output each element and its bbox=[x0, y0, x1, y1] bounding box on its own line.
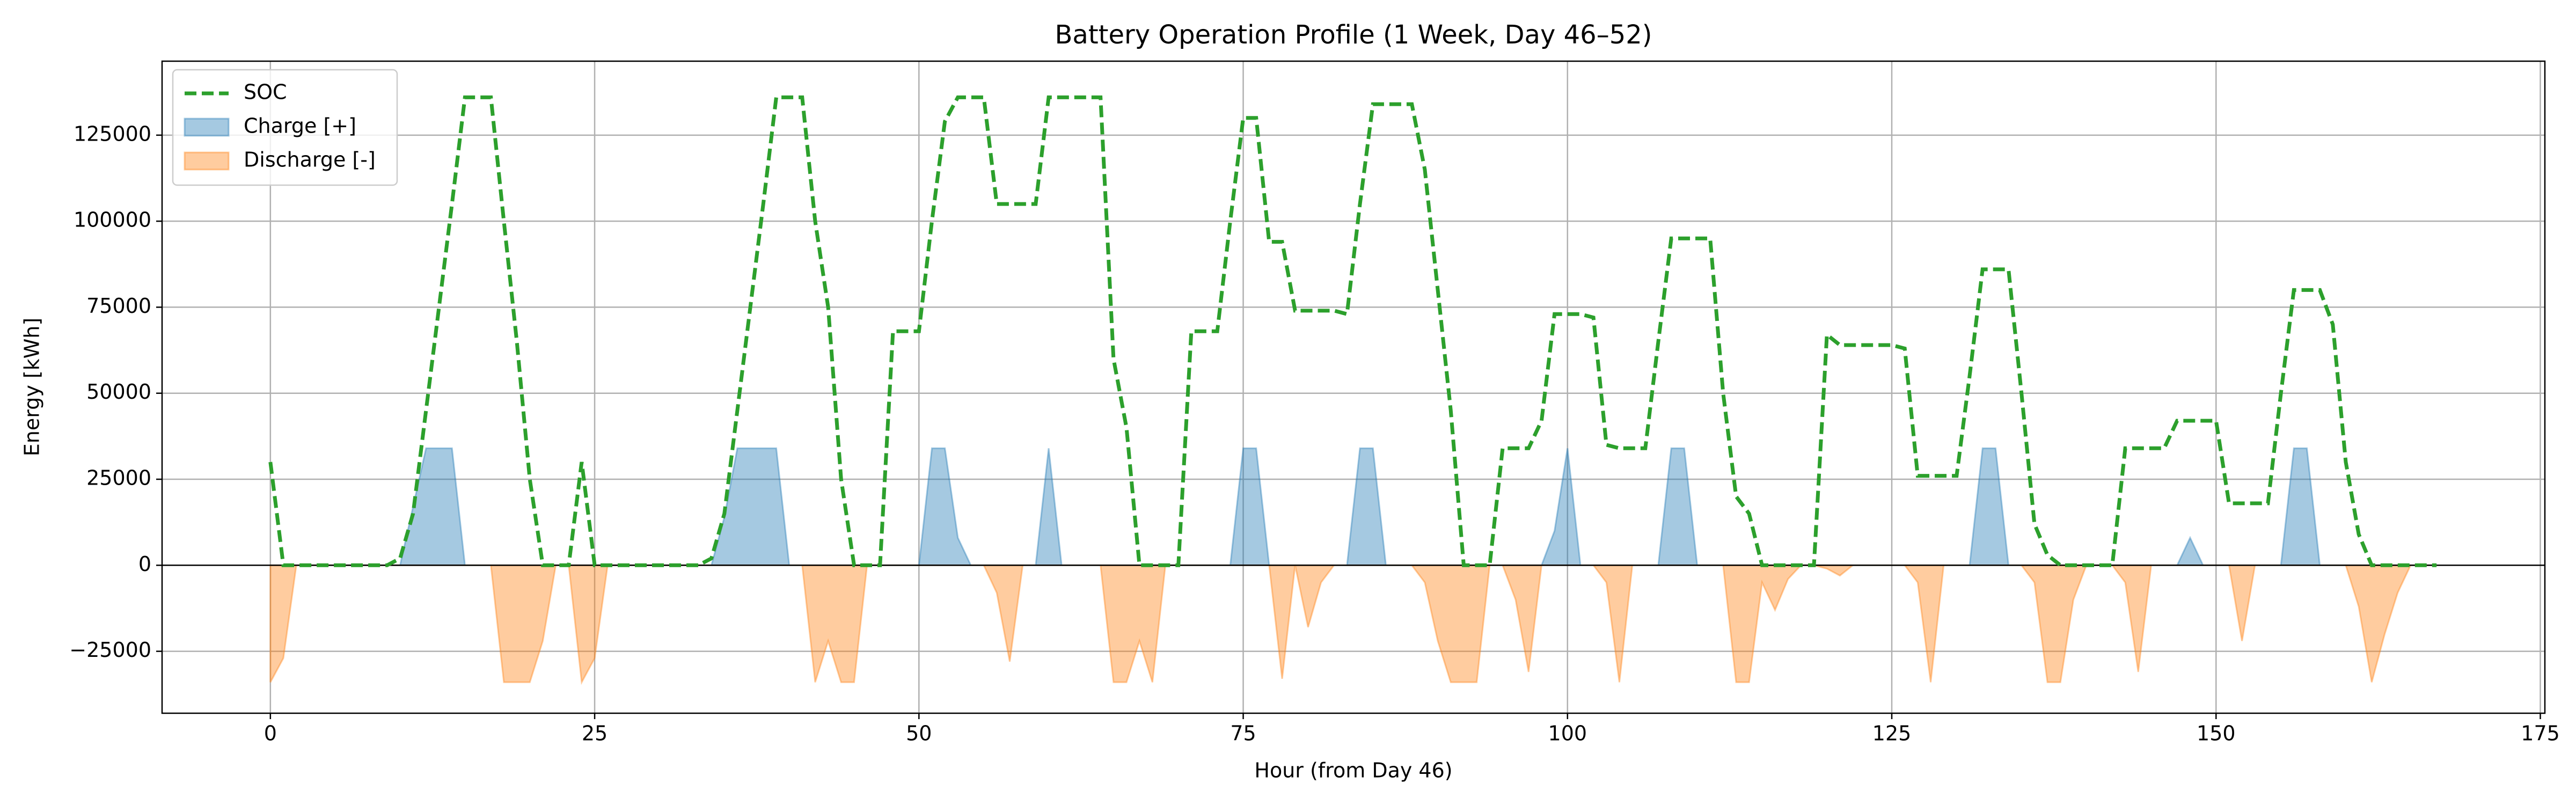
legend-box bbox=[172, 69, 398, 186]
x-tick-label: 175 bbox=[2521, 722, 2560, 745]
x-tick-label: 50 bbox=[906, 722, 932, 745]
y-tick-label: 50000 bbox=[86, 380, 151, 404]
x-tick-label: 150 bbox=[2197, 722, 2236, 745]
x-tick-label: 0 bbox=[264, 722, 277, 745]
y-tick-label: 125000 bbox=[74, 122, 151, 145]
legend-label: Discharge [-] bbox=[244, 148, 376, 172]
x-axis-label: Hour (from Day 46) bbox=[1254, 759, 1452, 782]
legend-label: Charge [+] bbox=[244, 114, 356, 138]
y-tick-label: 75000 bbox=[86, 294, 151, 318]
y-tick-label: 0 bbox=[138, 552, 151, 576]
legend-swatch bbox=[184, 151, 230, 171]
x-tick-label: 100 bbox=[1548, 722, 1587, 745]
legend-label: SOC bbox=[244, 80, 287, 104]
line bbox=[268, 95, 2437, 567]
plot-frame bbox=[161, 60, 2546, 714]
y-axis-label: Energy [kWh] bbox=[20, 318, 44, 456]
x-tick-label: 125 bbox=[1872, 722, 1912, 745]
x-tick-label: 75 bbox=[1230, 722, 1256, 745]
y-tick-label: 25000 bbox=[86, 466, 151, 490]
y-tick-label: −25000 bbox=[69, 638, 151, 662]
x-tick-label: 25 bbox=[582, 722, 608, 745]
legend-swatch bbox=[184, 118, 230, 137]
chart-title: Battery Operation Profile (1 Week, Day 4… bbox=[1055, 20, 1652, 50]
y-tick-label: 100000 bbox=[74, 208, 151, 232]
